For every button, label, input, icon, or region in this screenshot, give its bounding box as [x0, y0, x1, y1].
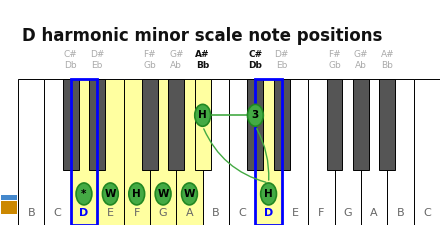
Text: F: F — [318, 208, 325, 218]
Text: Ab: Ab — [355, 61, 367, 70]
Bar — [124, 79, 150, 225]
Circle shape — [155, 183, 171, 205]
Text: A: A — [370, 208, 378, 218]
Bar — [353, 79, 369, 170]
Text: G#: G# — [169, 50, 183, 59]
Text: Gb: Gb — [143, 61, 156, 70]
Bar — [63, 79, 79, 170]
Bar — [71, 79, 97, 225]
Bar — [255, 79, 282, 225]
Bar — [203, 79, 229, 225]
Text: Bb: Bb — [381, 61, 393, 70]
Text: H: H — [132, 189, 141, 199]
Text: C: C — [423, 208, 431, 218]
Bar — [150, 79, 176, 225]
Bar — [326, 79, 342, 170]
Bar — [1, 201, 17, 214]
Circle shape — [76, 183, 92, 205]
Text: E: E — [291, 208, 298, 218]
Text: Bb: Bb — [196, 61, 209, 70]
Circle shape — [182, 183, 198, 205]
Text: C: C — [238, 208, 246, 218]
Bar — [195, 79, 211, 170]
Bar — [308, 79, 334, 225]
Bar — [414, 79, 440, 225]
Bar — [71, 79, 97, 225]
Text: A: A — [186, 208, 193, 218]
Bar — [334, 79, 361, 225]
Bar — [97, 79, 124, 225]
Bar — [379, 79, 395, 170]
Circle shape — [195, 104, 211, 126]
Bar — [89, 79, 105, 170]
Text: F: F — [133, 208, 140, 218]
Bar — [169, 79, 184, 170]
Bar — [274, 79, 290, 170]
Text: D: D — [79, 208, 88, 218]
Bar — [18, 79, 44, 225]
Text: F#: F# — [328, 50, 341, 59]
Text: C#: C# — [248, 50, 262, 59]
Text: W: W — [158, 189, 169, 199]
Bar — [387, 79, 414, 225]
Text: Eb: Eb — [276, 61, 287, 70]
Text: D#: D# — [275, 50, 289, 59]
Circle shape — [260, 183, 276, 205]
Bar — [44, 79, 71, 225]
Bar — [176, 79, 203, 225]
Text: C: C — [54, 208, 62, 218]
Bar — [361, 79, 387, 225]
Text: 3: 3 — [252, 110, 259, 120]
Text: basicmusictheory.com: basicmusictheory.com — [7, 77, 11, 148]
Text: Eb: Eb — [92, 61, 103, 70]
Text: D#: D# — [90, 50, 104, 59]
Text: H: H — [198, 110, 207, 120]
Text: C#: C# — [64, 50, 78, 59]
Circle shape — [247, 104, 263, 126]
Circle shape — [103, 183, 118, 205]
Text: *: * — [81, 189, 87, 199]
Text: W: W — [184, 189, 195, 199]
Circle shape — [129, 183, 145, 205]
Text: D harmonic minor scale note positions: D harmonic minor scale note positions — [22, 27, 383, 45]
Text: E: E — [107, 208, 114, 218]
Text: F#: F# — [143, 50, 156, 59]
Text: Db: Db — [65, 61, 77, 70]
Text: Db: Db — [249, 61, 262, 70]
Text: G: G — [159, 208, 167, 218]
Text: A#: A# — [195, 50, 210, 59]
Text: B: B — [212, 208, 220, 218]
Text: Gb: Gb — [328, 61, 341, 70]
Bar — [255, 79, 282, 225]
Text: B: B — [27, 208, 35, 218]
Text: W: W — [105, 189, 116, 199]
Bar — [282, 79, 308, 225]
Text: B: B — [396, 208, 404, 218]
Text: G: G — [343, 208, 352, 218]
Text: Ab: Ab — [170, 61, 182, 70]
Text: D: D — [264, 208, 273, 218]
Bar — [142, 79, 158, 170]
Bar — [247, 79, 263, 170]
Text: A#: A# — [381, 50, 394, 59]
Bar — [229, 79, 255, 225]
Bar — [1, 195, 17, 200]
Text: G#: G# — [354, 50, 368, 59]
Text: H: H — [264, 189, 273, 199]
